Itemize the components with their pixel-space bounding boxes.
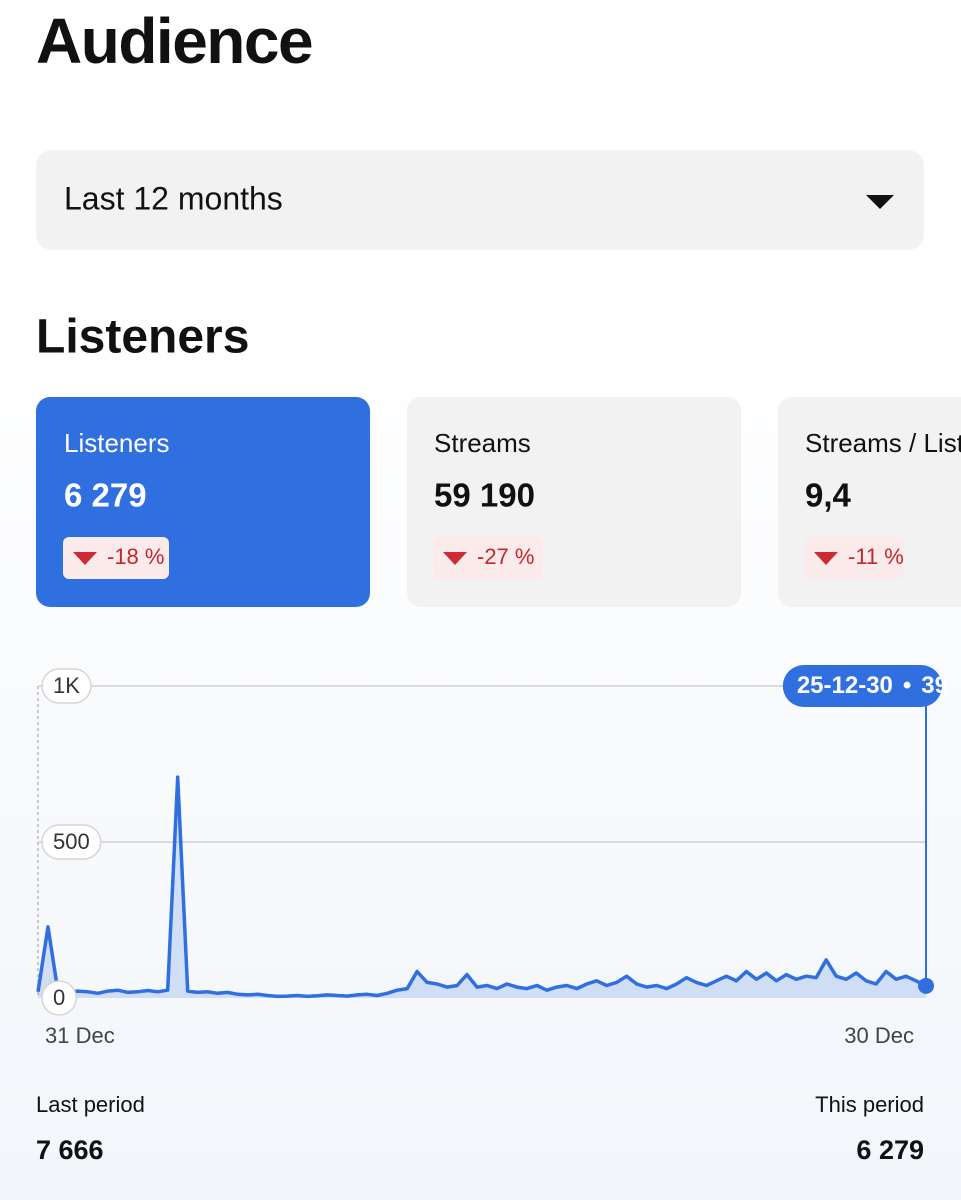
y-tick: 0 (41, 980, 77, 1016)
change-badge (804, 537, 904, 579)
card-change: -18 % (107, 544, 164, 569)
point (918, 977, 934, 994)
tooltip-separator: • (903, 672, 911, 699)
card-value: 9,4 (805, 477, 852, 514)
down-arrow (443, 552, 467, 565)
y-tick-label: 0 (53, 985, 65, 1010)
tooltip-pill (782, 665, 942, 707)
tooltip-text: 25-12-30 • 39 (797, 672, 948, 699)
y-tick-pill (41, 980, 77, 1016)
period-dropdown[interactable] (36, 150, 924, 250)
summary-label: This period (815, 1092, 924, 1117)
y-tick-pill (41, 668, 92, 704)
summary-value: 6 279 (856, 1135, 924, 1165)
line (36, 775, 927, 999)
card-value: 6 279 (64, 477, 147, 514)
x-tick-label: 30 Dec (844, 1023, 914, 1048)
page-title: Audience (36, 5, 312, 77)
y-tick-label: 1K (53, 673, 80, 698)
card-label: Listeners (64, 428, 170, 458)
dropdown-arrow (866, 195, 894, 209)
card-change: -27 % (477, 544, 534, 569)
card-value: 59 190 (434, 477, 535, 514)
tooltip-value: 39 (921, 672, 948, 699)
y-tick-label: 500 (53, 829, 90, 854)
change-badge (63, 537, 169, 579)
y-tick-pill (41, 824, 102, 860)
tooltip-date: 25-12-30 (797, 672, 893, 699)
chart: 0 500 1K 31 Dec 30 Dec 25-12-30 • 39 (36, 665, 948, 1048)
card-label: Streams / Listener (805, 428, 961, 458)
change-badge (433, 537, 543, 579)
card-change: -11 % (848, 544, 904, 569)
dropdown-label: Last 12 months (64, 180, 283, 216)
summary-value: 7 666 (36, 1135, 104, 1165)
card-label: Streams (434, 428, 531, 458)
tooltip: 25-12-30 • 39 (782, 665, 948, 707)
down-arrow (73, 552, 97, 565)
y-tick: 1K (41, 668, 92, 704)
summary-label: Last period (36, 1092, 145, 1117)
y-tick: 500 (41, 824, 102, 860)
down-arrow (814, 552, 838, 565)
x-tick-label: 31 Dec (45, 1023, 115, 1048)
section-title: Listeners (36, 311, 249, 364)
